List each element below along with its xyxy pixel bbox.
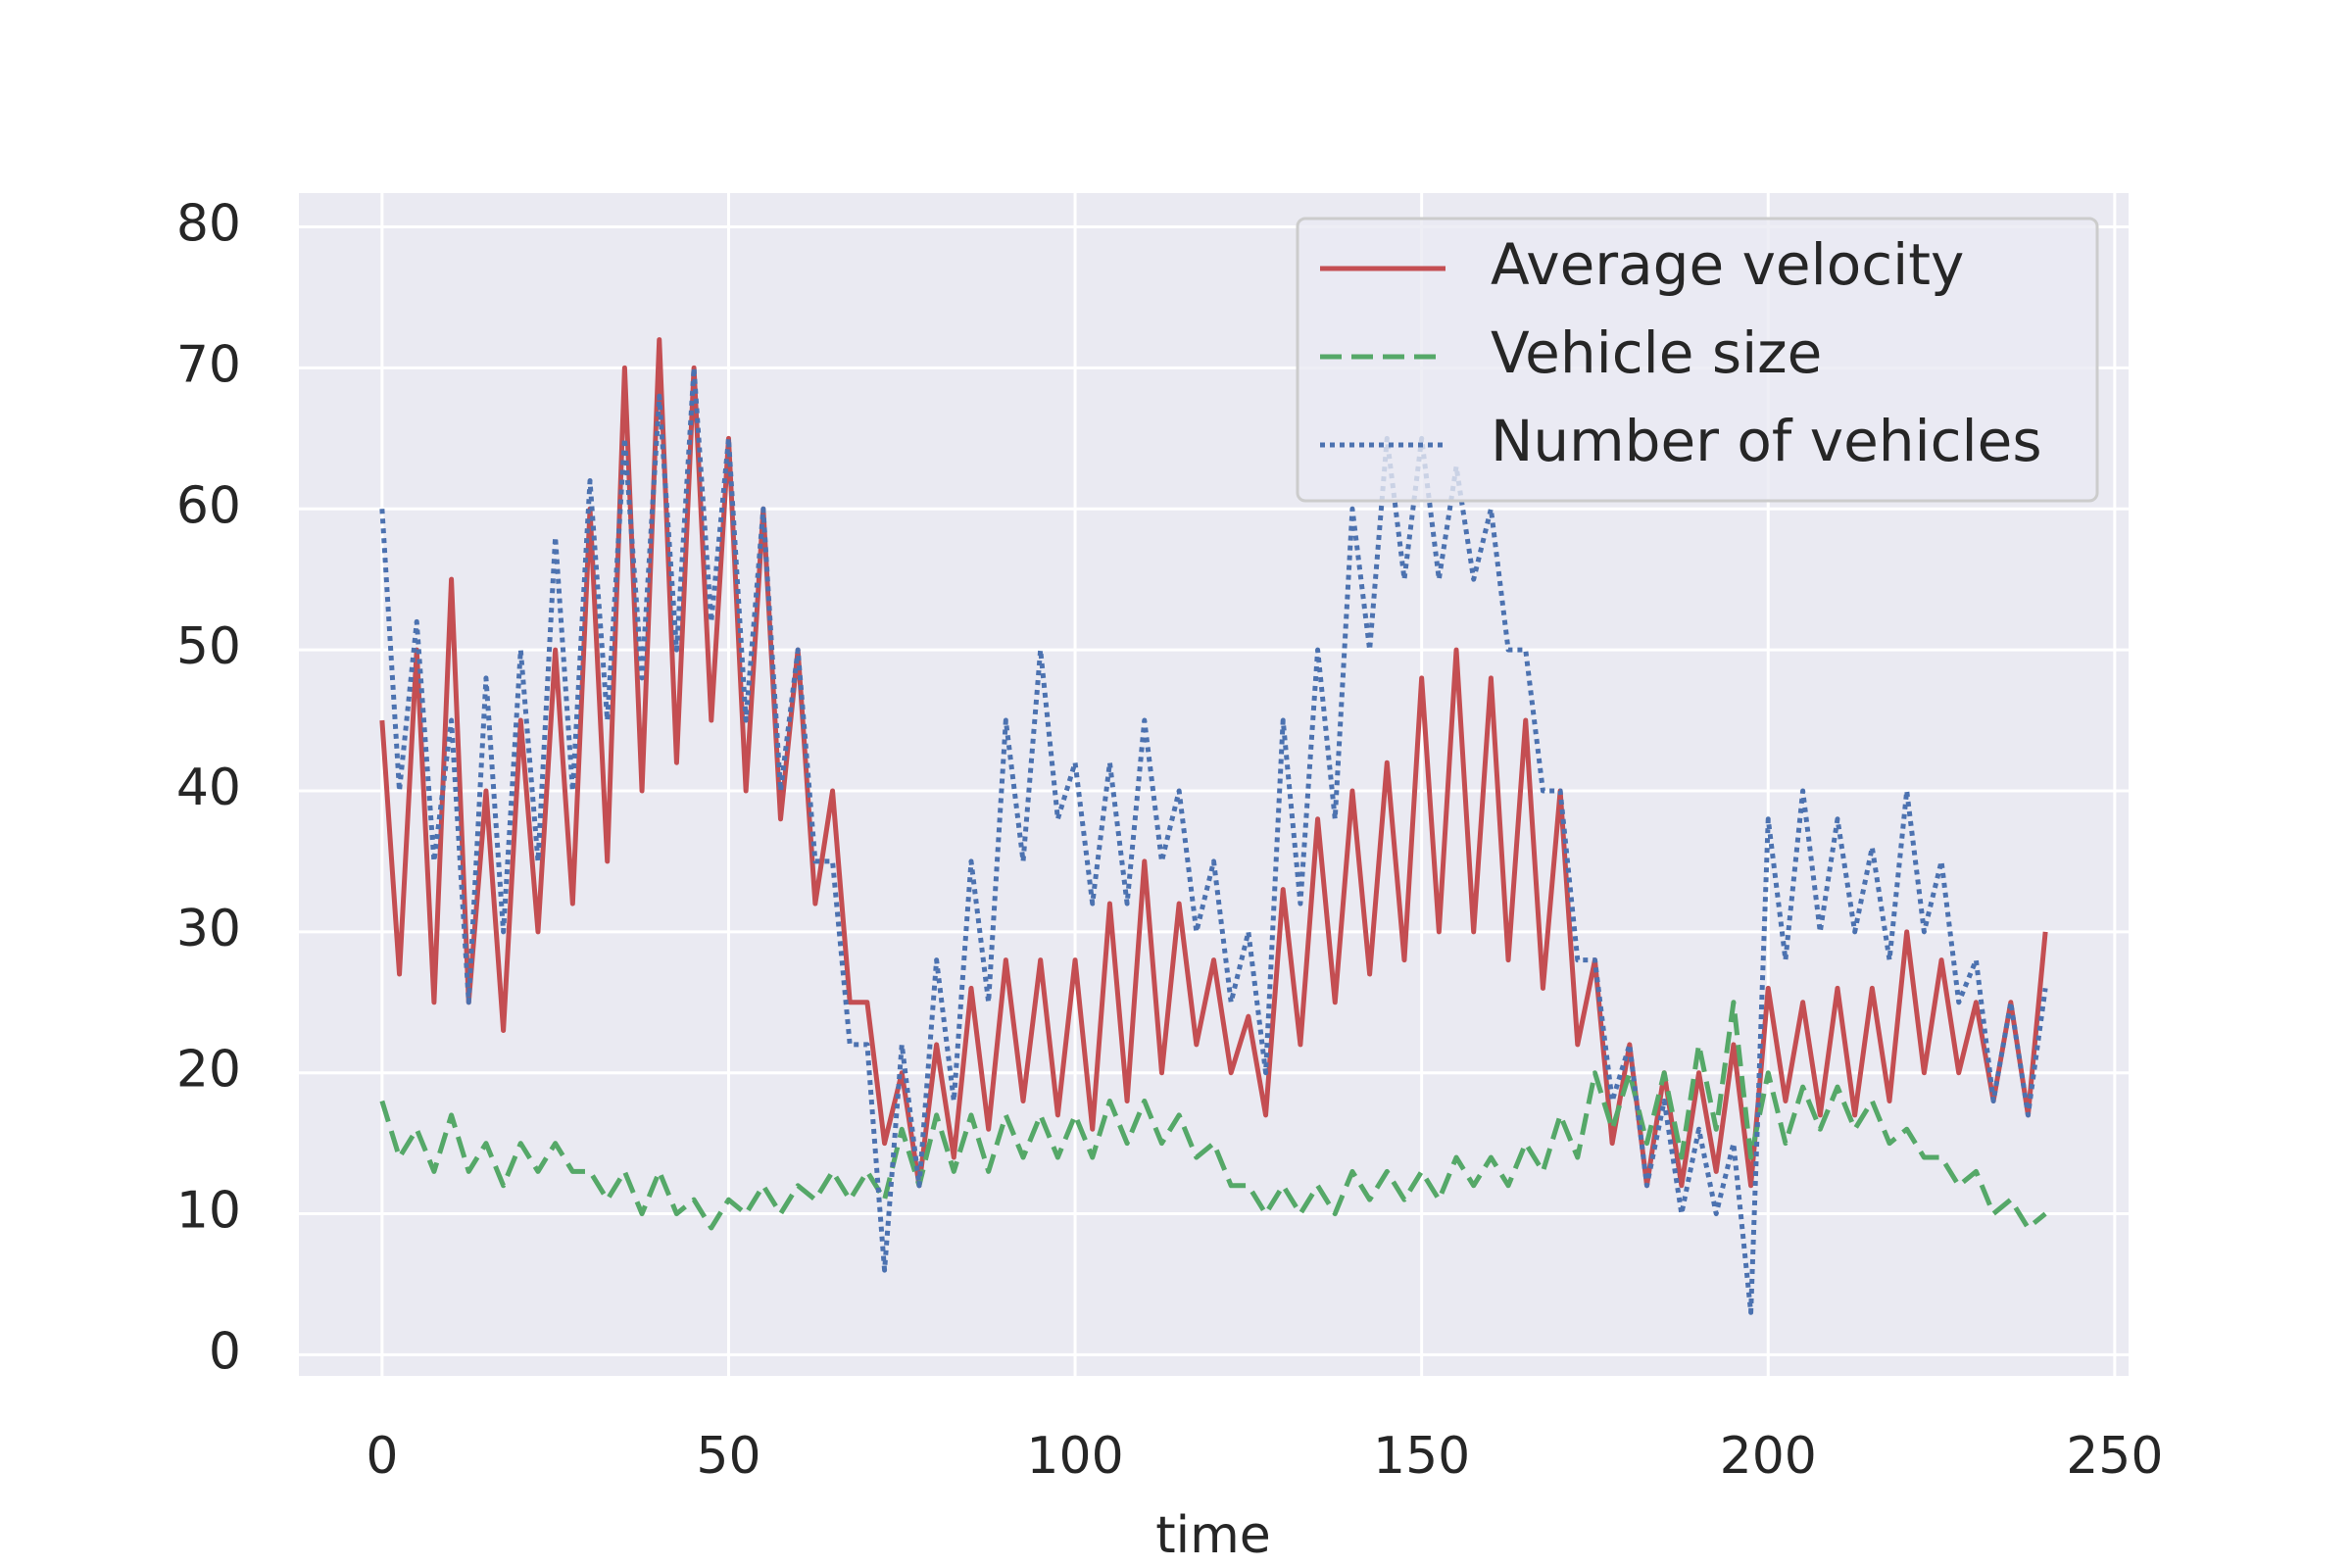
series-line — [379, 365, 2048, 1315]
series-line — [379, 1000, 2047, 1231]
y-tick-label: 70 — [176, 335, 241, 394]
x-axis-label: time — [1155, 1506, 1270, 1565]
y-tick-label: 60 — [176, 476, 241, 535]
y-tick-label: 50 — [176, 617, 241, 676]
series-line — [379, 337, 2048, 1189]
y-tick-label: 20 — [176, 1041, 241, 1100]
legend-label: Vehicle size — [1491, 319, 1822, 386]
legend-label: Average velocity — [1491, 231, 1964, 298]
y-tick-label: 30 — [176, 900, 241, 958]
x-tick-label: 150 — [1373, 1427, 1470, 1486]
x-tick-label: 100 — [1026, 1427, 1123, 1486]
legend: Average velocity Vehicle size Number of ve… — [1296, 217, 2099, 503]
y-tick-label: 10 — [176, 1182, 241, 1241]
x-tick-label: 250 — [2066, 1427, 2163, 1486]
legend-box — [1296, 217, 2099, 503]
legend-label: Number of vehicles — [1491, 408, 2042, 474]
x-tick-label: 0 — [366, 1427, 398, 1486]
y-tick-label: 0 — [209, 1322, 241, 1381]
y-tick-label: 80 — [176, 195, 241, 254]
y-tick-label: 40 — [176, 759, 241, 817]
x-tick-label: 200 — [1720, 1427, 1817, 1486]
x-tick-label: 50 — [696, 1427, 760, 1486]
